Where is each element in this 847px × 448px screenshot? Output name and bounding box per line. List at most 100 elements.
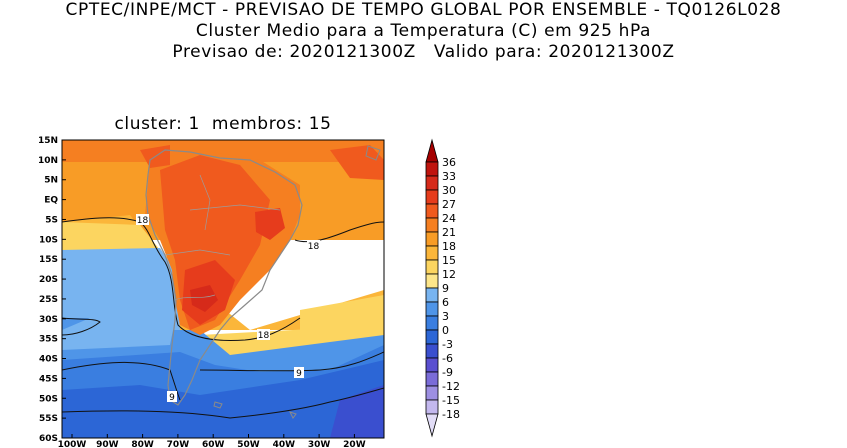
contour-south [62, 387, 384, 419]
lat-tick-label: EQ [44, 196, 58, 206]
colorbar-level-label: 24 [442, 212, 456, 225]
country-borders [164, 174, 281, 301]
contour-label-bg [294, 367, 304, 378]
colorbar-level-label: 15 [442, 254, 456, 267]
lat-tick-label: 30S [39, 315, 58, 325]
colorbar-box [425, 399, 439, 415]
colorbar-box [425, 175, 439, 191]
lat-tick-label: 20S [39, 275, 58, 285]
colorbar-level-label: -12 [442, 380, 460, 393]
colorbar-bottom-arrow [425, 413, 439, 438]
lat-tick-label: 40S [39, 355, 58, 365]
pacific-edge [62, 318, 90, 330]
colorbar-level-label: -18 [442, 408, 460, 421]
colorbar-level-label: 36 [442, 156, 456, 169]
colorbar-level-label: 30 [442, 184, 456, 197]
contour-label-9-b: 9 [169, 393, 175, 403]
colorbar-level-label: 0 [442, 324, 449, 337]
tropical-band [62, 140, 384, 162]
lon-tick-label: 60W [202, 440, 225, 448]
lat-tick-label: 15S [39, 255, 58, 265]
lat-tick-label: 45S [39, 374, 58, 384]
lon-tick-label: 50W [237, 440, 260, 448]
colorbar-box [425, 273, 439, 289]
colorbar-top-arrow [425, 138, 439, 163]
colorbar-level-label: 9 [442, 282, 449, 295]
main-title: CPTEC/INPE/MCT - PREVISAO DE TEMPO GLOBA… [65, 0, 782, 20]
colorbar-level-label: 18 [442, 240, 456, 253]
colorbar-box [425, 189, 439, 205]
south-georgia [289, 411, 297, 419]
lon-tick-label: 20W [343, 440, 366, 448]
colorbar-box [425, 203, 439, 219]
colorbar-box [425, 217, 439, 233]
lat-tick-label: 10N [38, 156, 58, 166]
contour-label-18-c: 18 [258, 331, 270, 341]
coldest-area [330, 385, 384, 438]
lat-tick-label: 5S [45, 215, 58, 225]
plot-frame [61, 139, 385, 439]
colorbar-box [425, 385, 439, 401]
colorbar-box [425, 259, 439, 275]
colorbar-box [425, 301, 439, 317]
south-america-coast [145, 149, 303, 406]
colorbar-box [425, 245, 439, 261]
forecast-dates: Previsao de: 2020121300Z Valido para: 20… [172, 42, 675, 62]
contour-label-bg [257, 329, 270, 340]
contour-9-west [62, 361, 181, 401]
colorbar-box [425, 343, 439, 359]
contour-label-9-a: 9 [296, 369, 302, 379]
variable-title: Cluster Medio para a Temperatura (C) em … [195, 21, 652, 41]
lat-tick-label: 35S [39, 335, 58, 345]
pacific-yellow [62, 222, 160, 250]
colorbar-box [425, 287, 439, 303]
cluster-subtitle: cluster: 1 membros: 15 [114, 114, 332, 134]
colorbar-level-label: -15 [442, 394, 460, 407]
contour-label-18-a: 18 [137, 216, 149, 226]
lon-tick-label: 80W [131, 440, 154, 448]
colorbar-level-label: 21 [442, 226, 456, 239]
contour-label-bg [307, 240, 320, 251]
lat-tick-label: 55S [39, 414, 58, 424]
lon-tick-label: 30W [308, 440, 331, 448]
colorbar-level-label: -9 [442, 366, 453, 379]
colorbar-box [425, 329, 439, 345]
shaded-field [62, 140, 384, 438]
contour-label-bg [136, 214, 149, 225]
colorbar-level-label: 27 [442, 198, 456, 211]
caribbean-warm [330, 145, 384, 180]
lon-tick-label: 40W [273, 440, 296, 448]
contour-pacific [62, 317, 101, 336]
lon-tick-label: 70W [167, 440, 190, 448]
falkland-islands [213, 401, 223, 409]
lat-tick-label: 60S [39, 434, 58, 444]
colorbar-box [425, 371, 439, 387]
latitude-axis: 15N 10N 5N EQ 5S 10S 15S 20S 25S 30S 35S 40S 45S 50S 5… [38, 136, 66, 444]
lat-tick-label: 15N [38, 136, 58, 146]
northeast-heat [255, 208, 285, 240]
contour-labels: 18 18 18 9 9 [136, 214, 320, 403]
south-pacific-blue [62, 305, 175, 350]
colorbar-box [425, 231, 439, 247]
colorbar-level-label: 12 [442, 268, 456, 281]
colorbar-level-label: 33 [442, 170, 456, 183]
contour-label-bg [167, 391, 177, 402]
deep-south [62, 360, 384, 438]
contour-label-18-b: 18 [308, 242, 320, 252]
lon-tick-label: 100W [58, 440, 87, 448]
colorbar-level-label: 3 [442, 310, 449, 323]
lat-tick-label: 5N [44, 176, 58, 186]
colorbar-level-label: 6 [442, 296, 449, 309]
lat-tick-label: 10S [39, 235, 58, 245]
colorbar-level-label: -3 [442, 338, 453, 351]
lon-tick-label: 90W [96, 440, 119, 448]
chaco-core [190, 285, 218, 312]
colorbar-box [425, 357, 439, 373]
caribbean-islands [365, 145, 381, 161]
lat-tick-label: 25S [39, 295, 58, 305]
contour-9-east [199, 351, 384, 372]
colorbar-level-label: -6 [442, 352, 453, 365]
lat-tick-label: 50S [39, 394, 58, 404]
